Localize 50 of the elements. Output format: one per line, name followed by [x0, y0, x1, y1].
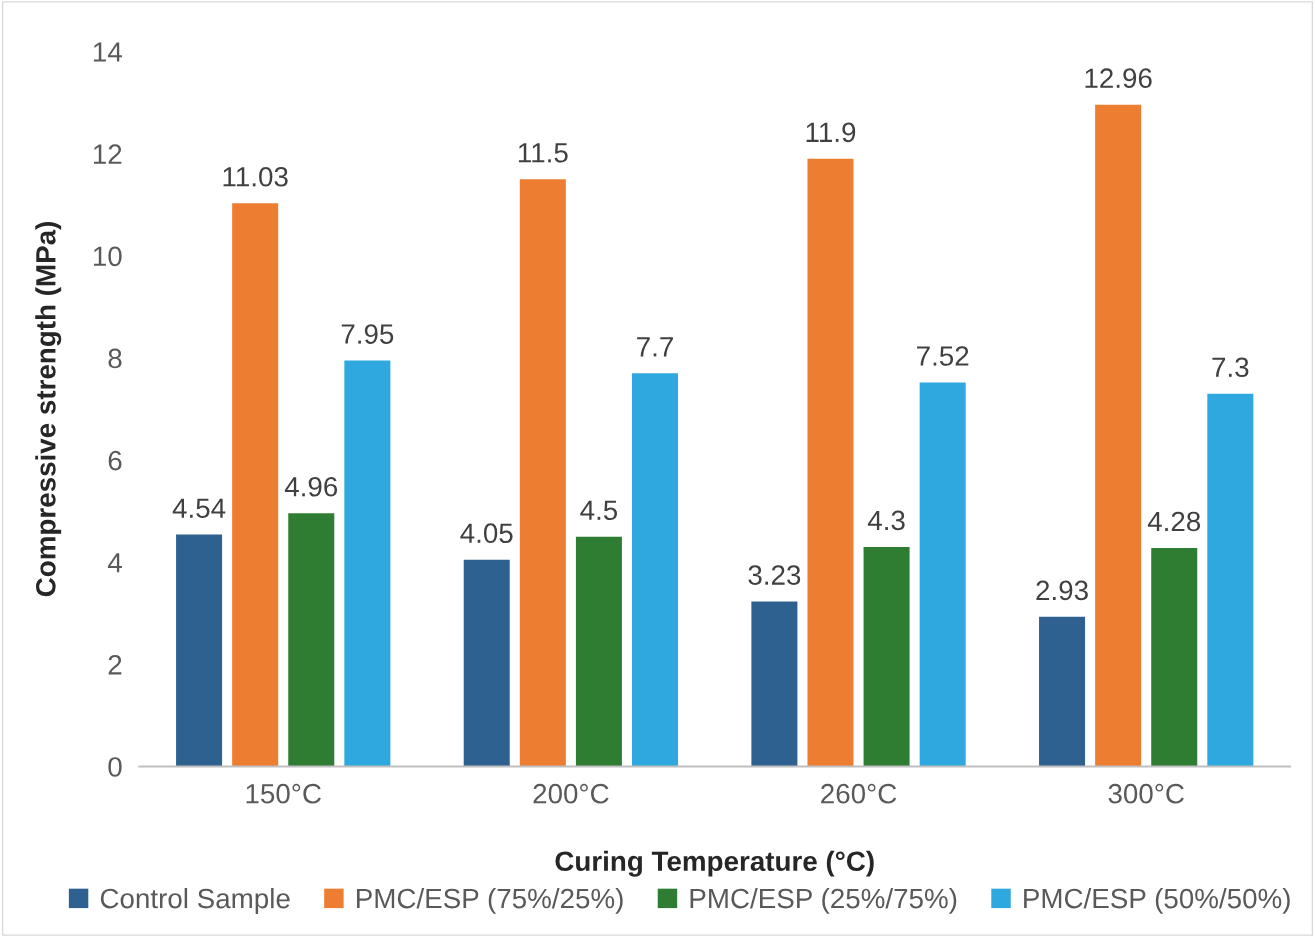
data-label: 4.54: [172, 498, 226, 519]
y-tick-label: 6: [108, 450, 122, 471]
data-label: 11.9: [806, 122, 856, 143]
bar: [863, 546, 910, 767]
bar: [1151, 547, 1198, 767]
data-label: 2.93: [1036, 580, 1088, 601]
y-tick-label: 12: [93, 144, 122, 164]
bar: [751, 601, 798, 767]
y-tick-label: 0: [108, 757, 122, 777]
data-label: 4.28: [1147, 511, 1201, 532]
bar: [288, 513, 335, 767]
bar: [632, 373, 679, 767]
x-tick-label: 150°C: [246, 783, 321, 804]
bar: [1207, 393, 1254, 767]
data-label: 4.3: [867, 510, 905, 531]
data-label: 7.3: [1212, 357, 1249, 378]
data-label: 7.95: [341, 324, 394, 344]
legend-label: Control Sample: [100, 887, 290, 914]
data-label: 4.5: [580, 500, 618, 521]
data-label: 4.05: [460, 523, 513, 544]
x-tick-label: 260°C: [821, 783, 897, 804]
bar: [807, 158, 854, 767]
bar: [919, 382, 966, 767]
y-axis-title: Compressive strength (MPa): [35, 222, 62, 597]
data-label: 3.23: [748, 565, 801, 585]
y-tick-label: 14: [93, 42, 122, 62]
x-axis-title: Curing Temperature (°C): [555, 850, 874, 877]
x-tick-label: 200°C: [533, 783, 609, 804]
y-tick-label: 2: [108, 655, 122, 675]
bar: [176, 534, 223, 767]
legend-label: PMC/ESP (75%/25%): [357, 887, 623, 914]
data-label: 7.7: [637, 337, 673, 357]
data-label: 11.03: [223, 166, 288, 187]
data-label: 4.96: [284, 476, 338, 497]
legend-label: PMC/ESP (25%/75%): [690, 887, 957, 914]
data-label: 11.5: [518, 143, 568, 163]
bar: [1039, 616, 1086, 767]
bar: [232, 203, 279, 767]
bar: [344, 360, 391, 767]
y-tick-label: 8: [108, 348, 122, 369]
data-label: 12.96: [1085, 68, 1152, 89]
bar: [1095, 104, 1142, 767]
bar: [575, 536, 622, 767]
y-tick-label: 10: [93, 246, 122, 267]
bar: [463, 559, 510, 767]
bar: [519, 179, 566, 767]
x-tick-label: 300°C: [1108, 783, 1184, 804]
y-tick-label: 4: [107, 553, 122, 573]
data-label: 7.52: [917, 346, 969, 366]
legend-label: PMC/ESP (50%/50%): [1024, 887, 1290, 914]
